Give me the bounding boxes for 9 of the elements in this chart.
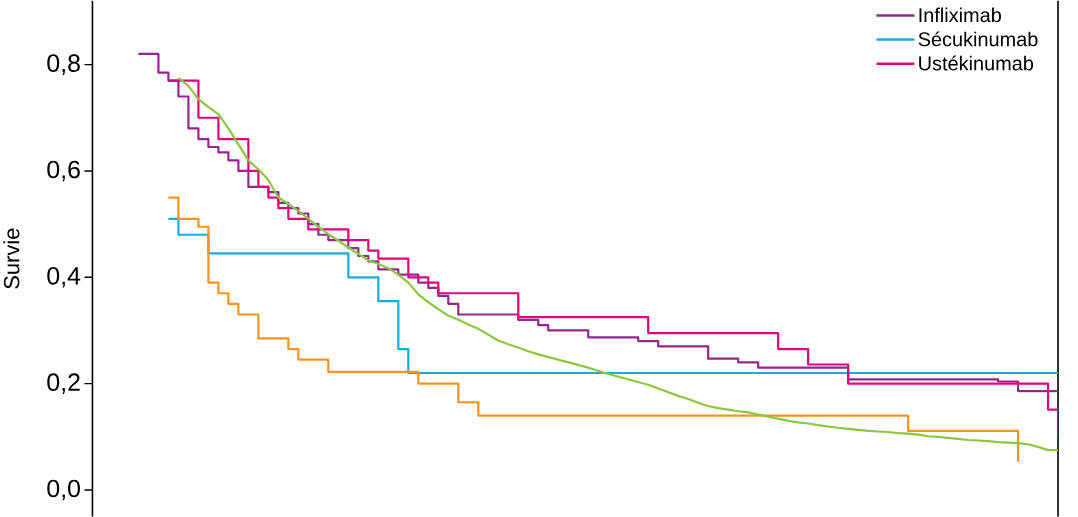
y-axis-title: Survie bbox=[3, 228, 20, 289]
y-tick-label: 0,0 bbox=[47, 479, 80, 501]
y-tick-label: 0,6 bbox=[47, 160, 80, 182]
legend-label: Infliximab bbox=[919, 7, 1001, 23]
y-tick-label: 0,2 bbox=[47, 373, 80, 394]
y-tick-label: 0,4 bbox=[47, 266, 81, 288]
legend-label: Sécukinumab bbox=[918, 31, 1038, 47]
legend-label: Ustékinumab bbox=[919, 55, 1034, 71]
y-tick-label: 0,8 bbox=[47, 54, 80, 75]
